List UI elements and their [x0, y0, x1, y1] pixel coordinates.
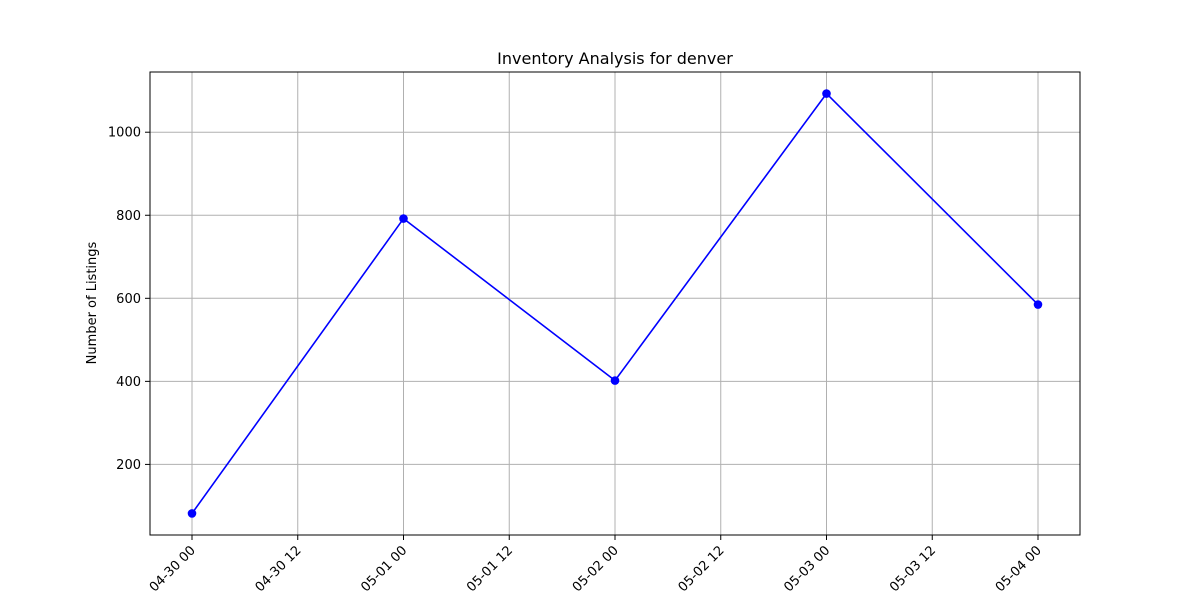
y-tick-label: 600	[116, 292, 141, 307]
x-tick-label: 05-01 12	[464, 543, 516, 595]
data-point	[610, 376, 620, 385]
series-markers	[187, 89, 1043, 518]
x-tick-label: 05-03 00	[781, 543, 833, 595]
y-tick-label: 400	[116, 375, 141, 390]
data-point	[822, 89, 831, 98]
data-point	[187, 509, 197, 518]
x-tick-label: 05-02 12	[676, 543, 728, 595]
y-tick-label: 800	[116, 209, 141, 224]
data-point	[1033, 300, 1043, 309]
x-tick-label: 05-04 00	[993, 543, 1045, 595]
chart-title: Inventory Analysis for denver	[497, 49, 733, 68]
y-tick-label: 200	[116, 458, 141, 473]
x-tick-label: 04-30 00	[147, 543, 199, 595]
x-tick-label: 05-03 12	[887, 543, 939, 595]
x-tick-label: 04-30 12	[253, 543, 305, 595]
x-tick-label: 05-01 00	[358, 543, 410, 595]
x-axis: 04-30 00 04-30 12 05-01 00 05-01 12 05-02 00…	[147, 535, 1045, 595]
y-axis: 200 400 600 800 1000	[108, 126, 150, 473]
y-tick-label: 1000	[108, 126, 141, 141]
x-tick-label: 05-02 00	[570, 543, 622, 595]
y-axis-label: Number of Listings	[85, 241, 100, 364]
data-point	[399, 214, 408, 223]
